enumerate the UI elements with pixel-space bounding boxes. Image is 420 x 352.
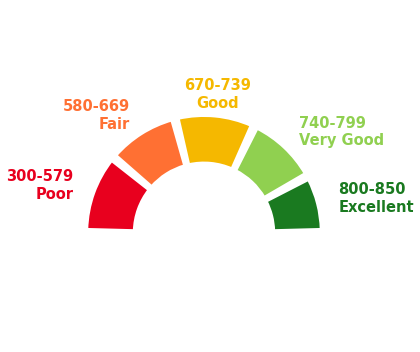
Wedge shape [235,128,306,198]
Text: 300-579: 300-579 [6,169,73,184]
Text: Very Good: Very Good [299,133,384,148]
Text: Poor: Poor [35,187,74,202]
Wedge shape [87,160,150,231]
Text: Excellent: Excellent [339,200,414,215]
Text: 670-739: 670-739 [184,78,251,93]
Text: Fair: Fair [98,117,130,132]
Wedge shape [178,115,252,169]
Text: Good: Good [196,96,239,111]
Wedge shape [116,120,185,187]
Text: 740-799: 740-799 [299,115,366,131]
Text: 580-669: 580-669 [63,99,130,114]
Text: 800-850: 800-850 [339,182,406,197]
Wedge shape [266,179,321,231]
